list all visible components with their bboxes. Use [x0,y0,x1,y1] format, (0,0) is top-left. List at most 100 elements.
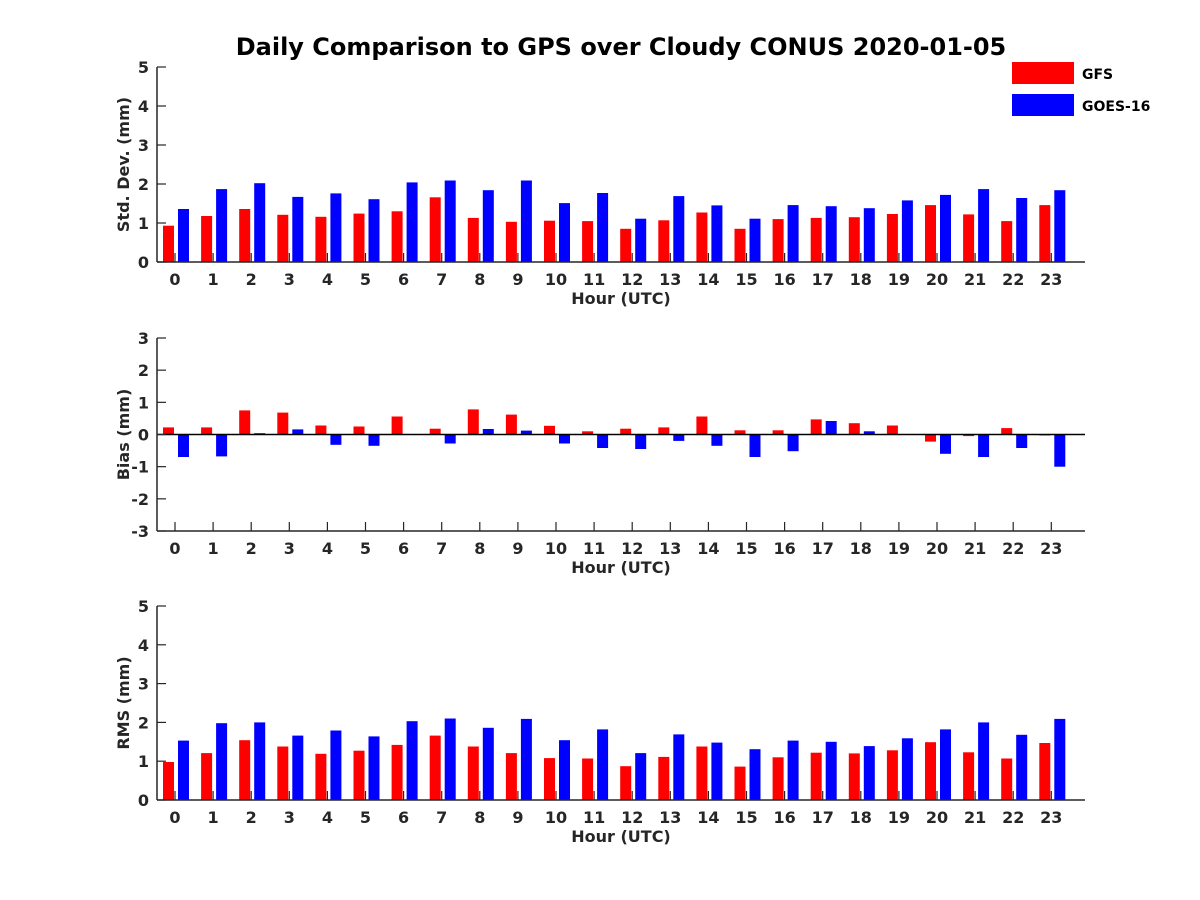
x-tick-label: 6 [398,270,409,289]
bar-gfs-hour-14 [696,416,708,435]
bar-gfs-hour-8 [467,217,479,262]
bar-goes16-hour-4 [330,193,342,262]
x-tick-label: 4 [322,808,333,827]
bar-gfs-hour-7 [429,197,441,262]
x-tick-label: 3 [284,808,295,827]
bar-gfs-hour-11 [582,758,594,800]
x-tick-label: 19 [888,539,910,558]
bar-gfs-hour-7 [429,428,441,435]
y-tick-label: 3 [138,329,149,348]
bar-gfs-hour-13 [658,427,670,435]
x-tick-label: 2 [246,808,257,827]
bar-goes16-hour-16 [787,434,799,452]
bar-gfs-hour-3 [277,746,289,800]
bar-gfs-hour-19 [886,214,898,262]
bar-gfs-hour-9 [505,753,517,800]
bar-goes16-hour-6 [406,721,418,800]
x-tick-label: 0 [169,539,180,558]
y-axis-title: RMS (mm) [114,656,133,749]
bar-gfs-hour-21 [963,752,975,800]
x-tick-label: 8 [474,270,485,289]
bar-goes16-hour-3 [292,429,304,435]
bar-goes16-hour-17 [825,421,837,435]
bar-goes16-hour-21 [978,722,990,800]
bar-goes16-hour-23 [1054,190,1066,262]
x-tick-label: 15 [735,270,757,289]
x-tick-label: 13 [659,270,681,289]
x-tick-label: 12 [621,808,643,827]
x-tick-label: 15 [735,808,757,827]
bar-gfs-hour-17 [810,217,822,262]
bar-goes16-hour-20 [940,729,951,800]
x-axis-title: Hour (UTC) [571,558,671,577]
x-tick-label: 16 [773,270,795,289]
x-axis-title: Hour (UTC) [571,289,671,308]
bar-goes16-hour-18 [863,208,875,262]
bar-gfs-hour-12 [620,766,632,800]
x-tick-label: 3 [284,539,295,558]
x-tick-label: 15 [735,539,757,558]
bar-gfs-hour-2 [239,410,251,435]
bar-goes16-hour-0 [178,209,189,262]
bar-gfs-hour-0 [163,225,174,262]
y-tick-label: 2 [138,713,149,732]
bar-gfs-hour-21 [963,434,975,437]
bar-goes16-hour-10 [559,740,570,800]
x-tick-label: 7 [436,808,447,827]
y-tick-label: 4 [138,636,149,655]
bar-goes16-hour-21 [978,189,990,262]
bar-gfs-hour-8 [467,409,479,435]
bar-goes16-hour-10 [559,203,570,262]
x-tick-label: 12 [621,539,643,558]
y-axis-title: Std. Dev. (mm) [114,97,133,232]
bar-gfs-hour-3 [277,214,289,262]
bar-goes16-hour-5 [368,434,380,446]
bar-gfs-hour-15 [734,766,746,800]
bar-goes16-hour-22 [1016,198,1028,262]
bar-goes16-hour-23 [1054,718,1066,800]
x-tick-label: 4 [322,539,333,558]
x-tick-label: 5 [360,270,371,289]
x-axis-title: Hour (UTC) [571,827,671,846]
bar-gfs-hour-7 [429,735,441,800]
y-tick-label: 3 [138,675,149,694]
bar-gfs-hour-20 [925,205,936,262]
bar-gfs-hour-6 [391,211,403,262]
bar-goes16-hour-8 [482,429,494,435]
bar-goes16-hour-2 [254,183,266,262]
x-tick-label: 20 [926,808,948,827]
bar-gfs-hour-5 [353,426,365,435]
y-tick-label: 0 [138,426,149,445]
bar-gfs-hour-22 [1001,221,1013,262]
bar-goes16-hour-5 [368,736,380,800]
chart-title: Daily Comparison to GPS over Cloudy CONU… [236,33,1007,61]
x-tick-label: 7 [436,539,447,558]
x-tick-label: 19 [888,808,910,827]
x-tick-label: 5 [360,808,371,827]
x-tick-label: 20 [926,270,948,289]
x-tick-label: 13 [659,808,681,827]
y-tick-label: 1 [138,752,149,771]
x-tick-label: 2 [246,270,257,289]
x-tick-label: 18 [850,808,872,827]
bar-gfs-hour-6 [391,416,403,435]
x-tick-label: 23 [1040,270,1062,289]
bar-goes16-hour-8 [482,190,494,262]
x-tick-label: 8 [474,539,485,558]
x-tick-label: 21 [964,808,986,827]
bar-gfs-hour-4 [315,753,327,800]
bar-goes16-hour-1 [216,434,228,457]
x-tick-label: 18 [850,539,872,558]
bar-gfs-hour-13 [658,220,670,262]
bar-goes16-hour-10 [559,434,570,444]
bar-gfs-hour-5 [353,213,365,262]
bar-gfs-hour-15 [734,430,746,435]
y-tick-label: 0 [138,253,149,272]
x-tick-label: 11 [583,270,605,289]
bar-gfs-hour-4 [315,216,327,262]
bar-goes16-hour-12 [635,753,647,800]
bar-gfs-hour-2 [239,740,251,800]
